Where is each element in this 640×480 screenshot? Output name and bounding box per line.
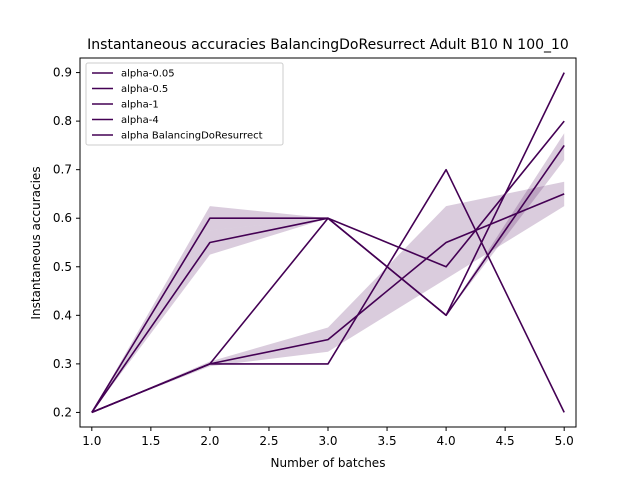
x-tick-label: 4.0 bbox=[437, 434, 456, 448]
legend-entry: alpha-0.05 bbox=[121, 69, 175, 80]
x-tick-label: 2.5 bbox=[259, 434, 278, 448]
y-tick-label: 0.2 bbox=[53, 405, 72, 419]
line-series-5 bbox=[91, 193, 565, 414]
series-lines bbox=[91, 72, 565, 414]
x-tick-label: 4.5 bbox=[496, 434, 515, 448]
x-tick-label: 2.0 bbox=[200, 434, 219, 448]
legend-entry: alpha-4 bbox=[121, 115, 159, 126]
y-tick-label: 0.4 bbox=[53, 308, 72, 322]
x-tick-label: 1.5 bbox=[141, 434, 160, 448]
band-series-5 bbox=[91, 181, 565, 413]
confidence-bands bbox=[91, 72, 565, 413]
legend-entry: alpha BalancingDoResurrect bbox=[121, 131, 263, 142]
y-tick-label: 0.6 bbox=[53, 211, 72, 225]
x-tick-label: 5.0 bbox=[555, 434, 574, 448]
legend-frame bbox=[85, 62, 284, 146]
y-tick-label: 0.8 bbox=[53, 114, 72, 128]
y-axis-label: Instantaneous accuracies bbox=[29, 166, 43, 319]
legend-entry: alpha-0.5 bbox=[121, 84, 168, 95]
legend: alpha-0.05 alpha-0.5 alpha-1 alpha-4 alpha B… bbox=[85, 62, 284, 146]
x-tick-label: 3.0 bbox=[318, 434, 337, 448]
y-tick-label: 0.9 bbox=[53, 66, 72, 80]
y-tick-label: 0.7 bbox=[53, 163, 72, 177]
x-axis-label: Number of batches bbox=[271, 456, 386, 470]
legend-entry: alpha-1 bbox=[121, 100, 159, 111]
chart-title: Instantaneous accuracies BalancingDoResu… bbox=[87, 37, 569, 53]
x-tick-label: 3.5 bbox=[378, 434, 397, 448]
y-tick-label: 0.5 bbox=[53, 260, 72, 274]
ticks: 1.0 1.5 2.0 2.5 3.0 3.5 4.0 4.5 5.0 0.2 0.3 0.4 0.5 0… bbox=[53, 66, 574, 448]
y-tick-label: 0.3 bbox=[53, 357, 72, 371]
x-tick-label: 1.0 bbox=[82, 434, 101, 448]
